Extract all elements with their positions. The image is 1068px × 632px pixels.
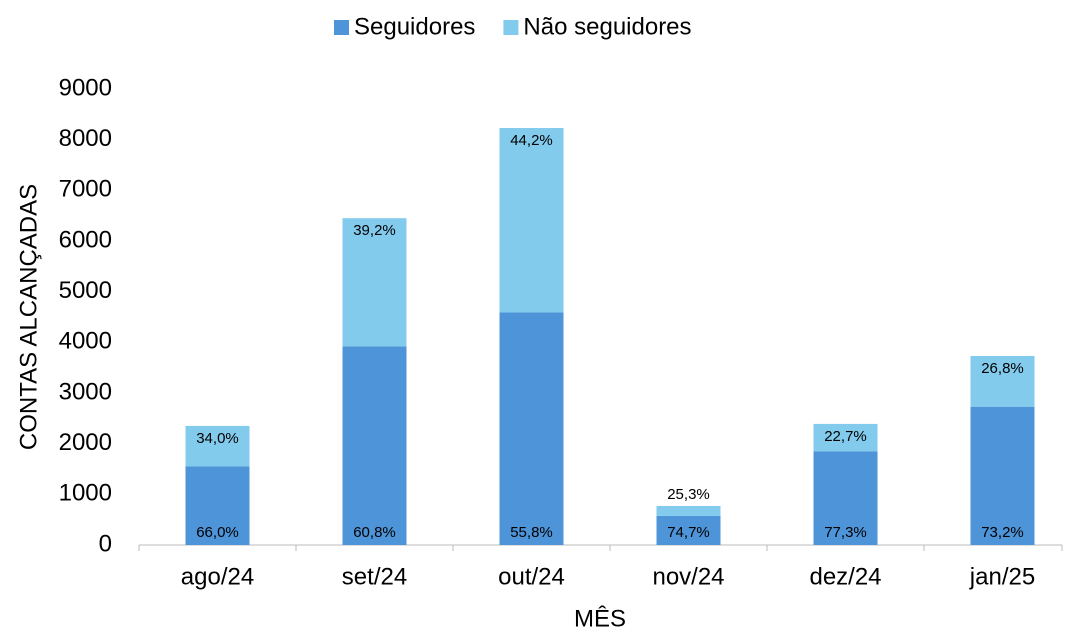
data-label: 34,0% xyxy=(196,430,239,447)
y-axis-title: CONTAS ALCANÇADAS xyxy=(15,184,42,450)
data-label: 25,3% xyxy=(667,486,710,503)
y-tick-label: 7000 xyxy=(59,176,112,203)
y-tick-label: 6000 xyxy=(59,226,112,253)
bar-segment xyxy=(970,406,1035,545)
x-tick-label: set/24 xyxy=(342,563,407,590)
bar-segment xyxy=(185,425,250,467)
y-tick-label: 3000 xyxy=(59,378,112,405)
legend-swatch xyxy=(334,20,349,35)
data-label: 74,7% xyxy=(667,524,710,541)
data-label: 73,2% xyxy=(981,524,1024,541)
data-label: 26,8% xyxy=(981,360,1024,377)
data-label: 60,8% xyxy=(353,524,396,541)
y-tick-label: 1000 xyxy=(59,480,112,507)
bar-segment xyxy=(813,423,878,452)
bar-segment xyxy=(656,505,721,516)
legend-swatch xyxy=(503,20,519,35)
bar-segment xyxy=(656,515,721,545)
data-label: 77,3% xyxy=(824,524,867,541)
bar-segment xyxy=(185,466,250,545)
y-tick-label: 2000 xyxy=(59,429,112,456)
bar-segment xyxy=(813,451,878,545)
x-tick-label: ago/24 xyxy=(181,563,254,590)
x-tick-label: out/24 xyxy=(498,563,565,590)
y-tick-label: 4000 xyxy=(59,328,112,355)
legend-label: Seguidores xyxy=(354,13,475,40)
bar-segment xyxy=(499,312,564,545)
y-tick-label: 8000 xyxy=(59,125,112,152)
data-label: 22,7% xyxy=(824,428,867,445)
x-axis-title: MÊS xyxy=(574,605,626,632)
data-label: 44,2% xyxy=(510,132,553,149)
y-tick-label: 9000 xyxy=(59,74,112,101)
data-label: 66,0% xyxy=(196,524,239,541)
data-label: 55,8% xyxy=(510,524,553,541)
bar-segment xyxy=(342,218,407,347)
bar-segment xyxy=(970,356,1035,407)
legend-label: Não seguidores xyxy=(523,13,691,40)
y-tick-label: 5000 xyxy=(59,277,112,304)
bar-segment xyxy=(499,128,564,313)
x-tick-label: nov/24 xyxy=(652,563,724,590)
bar-segment xyxy=(342,346,407,545)
x-tick-label: dez/24 xyxy=(809,563,881,590)
y-tick-label: 0 xyxy=(99,530,112,557)
data-label: 39,2% xyxy=(353,222,396,239)
x-tick-label: jan/25 xyxy=(969,563,1035,590)
